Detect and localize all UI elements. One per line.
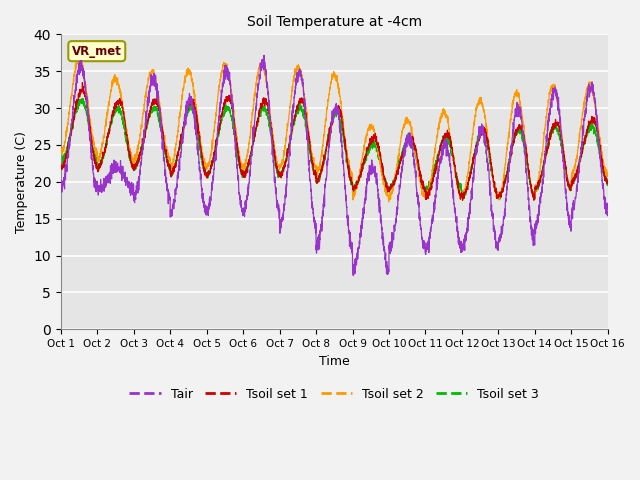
Legend: Tair, Tsoil set 1, Tsoil set 2, Tsoil set 3: Tair, Tsoil set 1, Tsoil set 2, Tsoil se… [124,383,544,406]
Title: Soil Temperature at -4cm: Soil Temperature at -4cm [247,15,422,29]
X-axis label: Time: Time [319,355,349,368]
Text: VR_met: VR_met [72,45,122,58]
Y-axis label: Temperature (C): Temperature (C) [15,131,28,233]
